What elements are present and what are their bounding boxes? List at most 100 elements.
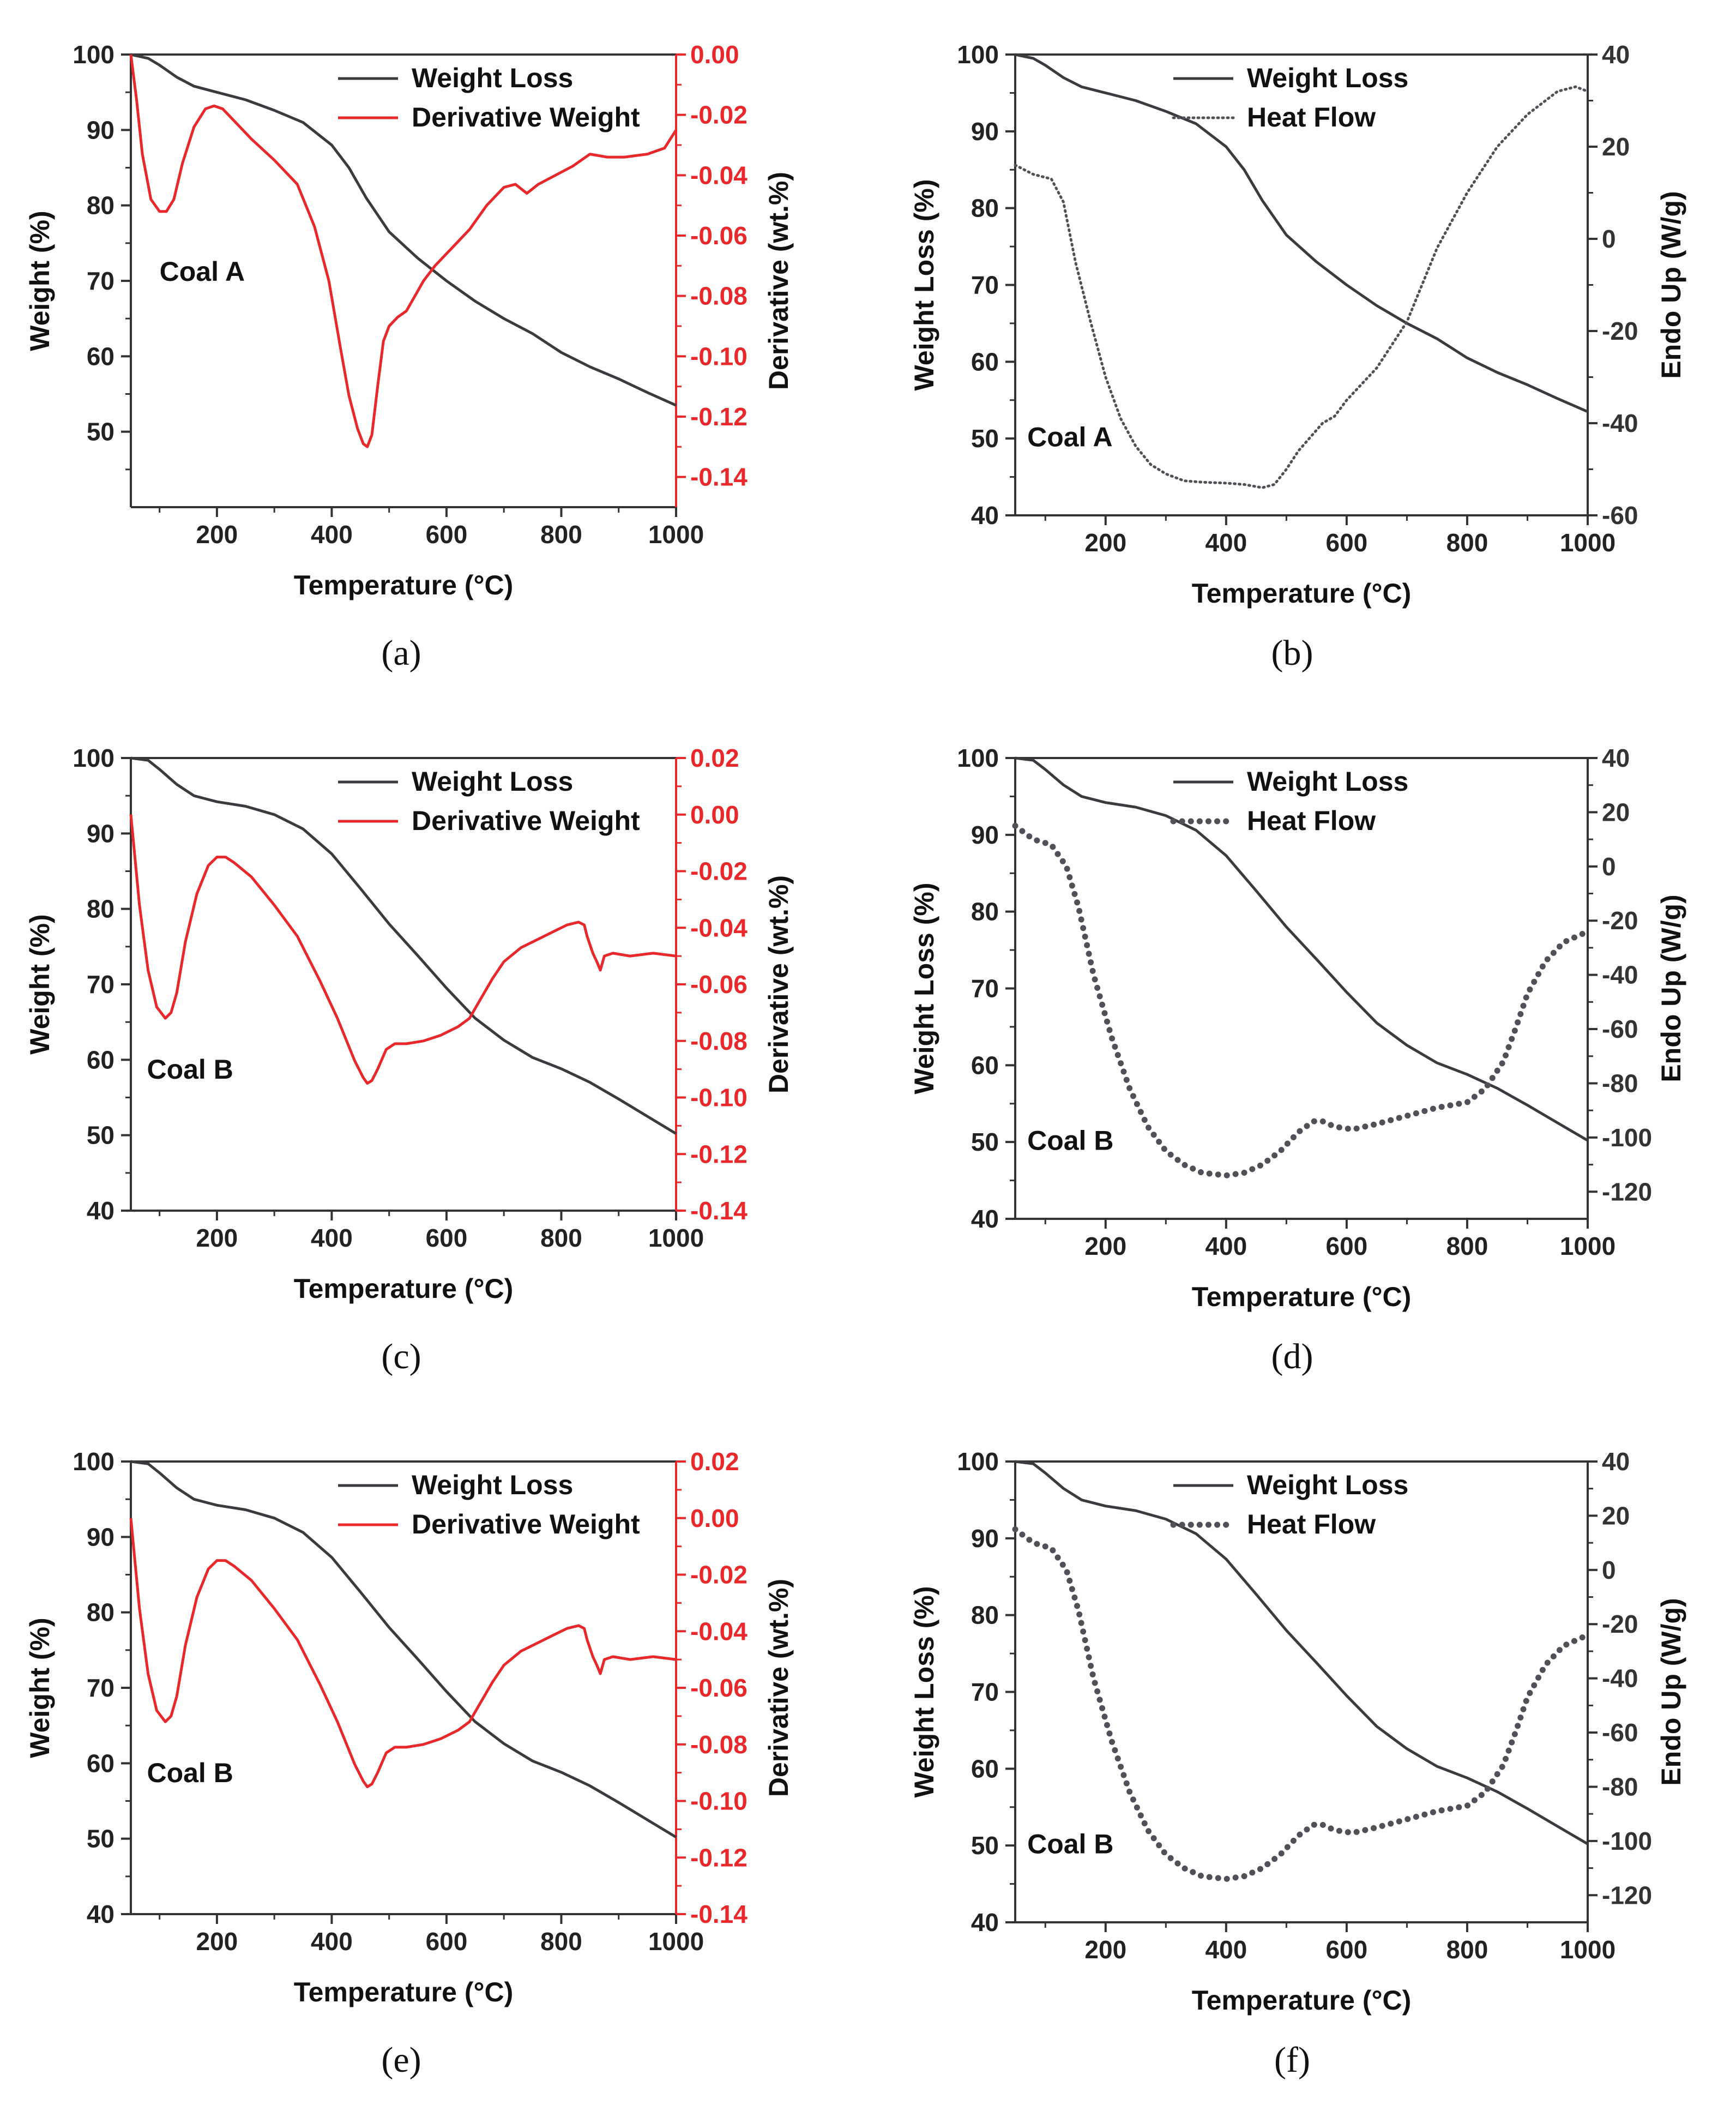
y-tick-label: 60 (87, 1045, 114, 1074)
legend-label: Heat Flow (1247, 805, 1376, 836)
x-axis-title: Temperature (°C) (294, 1977, 513, 2007)
y2-tick-label: 20 (1602, 798, 1630, 826)
y2-axis-title: Derivative (wt.%) (763, 875, 794, 1093)
x-tick-label: 1000 (1560, 1232, 1616, 1260)
y-tick-label: 80 (971, 194, 999, 222)
y2-tick-label: -120 (1602, 1177, 1652, 1206)
panel-e: 200 400 600 800 1000 40 50 60 70 80 90 100 -0.14 -0.1… (0, 1407, 868, 2105)
y2-tick-label: -0.12 (690, 1140, 748, 1168)
y-tick-label: 50 (971, 424, 999, 453)
x-tick-label: 800 (1446, 1232, 1488, 1260)
y-tick-label: 50 (971, 1128, 999, 1156)
y-tick-label: 90 (971, 117, 999, 146)
y2-tick-label: -0.12 (690, 402, 748, 431)
x-axis-title: Temperature (°C) (294, 1273, 513, 1304)
y2-tick-label: -80 (1602, 1069, 1638, 1097)
y-tick-label: 60 (87, 342, 114, 370)
caption-e: (e) (381, 2040, 421, 2080)
y-tick-label: 70 (87, 970, 114, 999)
y2-tick-label: 0.02 (690, 1447, 739, 1476)
coal-annotation: Coal B (147, 1054, 233, 1085)
y2-tick-label: -0.12 (690, 1843, 748, 1872)
y2-tick-label: -100 (1602, 1123, 1652, 1152)
legend-label: Heat Flow (1247, 1509, 1376, 1539)
y2-tick-label: -0.10 (690, 1787, 748, 1815)
x-tick-label: 800 (540, 520, 582, 549)
x-tick-label: 400 (1205, 1232, 1247, 1260)
y2-tick-label: -0.06 (690, 970, 748, 999)
x-tick-label: 1000 (648, 1927, 704, 1956)
legend-label: Derivative Weight (412, 1509, 640, 1539)
legend-label: Weight Loss (1247, 766, 1408, 797)
y-tick-label: 80 (971, 898, 999, 926)
y2-tick-label: -0.08 (690, 1027, 748, 1055)
y-tick-label: 100 (957, 40, 999, 69)
y2-tick-label: -80 (1602, 1772, 1638, 1801)
y-axis-title: Weight (%) (25, 1617, 55, 1758)
y2-tick-label: -20 (1602, 1610, 1638, 1638)
y2-tick-label: -0.06 (690, 1674, 748, 1702)
y2-tick-label: -20 (1602, 317, 1638, 345)
chart-b-svg: 200 400 600 800 1000405060708090100-60-40-20… (909, 40, 1686, 609)
y2-tick-label: 40 (1602, 40, 1630, 69)
y2-tick-label: 0 (1602, 1556, 1616, 1584)
y-tick-label: 90 (87, 116, 114, 144)
y2-tick-label: -0.02 (690, 101, 748, 129)
x-tick-label: 600 (1326, 1935, 1368, 1964)
y-tick-label: 40 (87, 1900, 114, 1928)
y2-tick-label: -40 (1602, 409, 1638, 437)
y2-tick-label: -0.14 (690, 1196, 748, 1225)
x-tick-label: 1000 (648, 1224, 704, 1252)
y-tick-label: 70 (87, 267, 114, 295)
y2-tick-label: 0.00 (690, 40, 739, 69)
y2-tick-label: -0.14 (690, 463, 748, 491)
y-tick-label: 50 (87, 1121, 114, 1150)
y-tick-label: 90 (971, 1524, 999, 1553)
y-tick-label: 80 (87, 1598, 114, 1627)
chart-a-svg: 200 400 600 800 1000 50 60 70 80 90 100 -0.14 -0.12 -… (25, 40, 794, 600)
series-derivative-weight (129, 54, 678, 448)
y-tick-label: 50 (87, 418, 114, 446)
y2-tick-label: -120 (1602, 1881, 1652, 1909)
series-heat-flow (1012, 1526, 1591, 1883)
x-axis-title: Temperature (°C) (294, 570, 513, 600)
x-axis-title: Temperature (°C) (1192, 1282, 1411, 1312)
y2-tick-label: -0.10 (690, 342, 748, 370)
series-weight-loss (130, 1460, 677, 1839)
y-tick-label: 60 (87, 1749, 114, 1777)
y-tick-label: 70 (971, 975, 999, 1003)
chart-c-svg: 200 400 600 800 1000 40 50 60 70 80 90 100 -0.14 -0.1… (25, 744, 794, 1304)
y2-tick-label: 20 (1602, 133, 1630, 161)
y2-tick-label: -60 (1602, 501, 1638, 530)
panel-f: 200 400 600 800 1000 40 50 60 70 80 90 100 -120 -100-… (868, 1407, 1736, 2105)
x-tick-label: 600 (1326, 528, 1368, 557)
y-tick-label: 50 (971, 1831, 999, 1860)
x-tick-label: 200 (1084, 528, 1126, 557)
y2-tick-label: 40 (1602, 744, 1630, 772)
x-tick-label: 200 (1084, 1935, 1126, 1964)
y-tick-label: 70 (971, 271, 999, 299)
y-tick-label: 100 (73, 40, 114, 69)
x-tick-label: 600 (1326, 1232, 1368, 1260)
y2-tick-label: -0.10 (690, 1084, 748, 1112)
caption-b: (b) (1271, 633, 1313, 673)
y-axis-title: Weight Loss (%) (909, 883, 939, 1094)
y2-tick-label: 0.00 (690, 801, 739, 829)
series-derivative-weight (129, 814, 677, 1085)
x-tick-label: 200 (196, 520, 238, 549)
y2-axis-title: Endo Up (W/g) (1656, 191, 1686, 378)
x-tick-label: 800 (540, 1927, 582, 1956)
y2-tick-label: -0.04 (690, 161, 748, 189)
y-tick-label: 50 (87, 1825, 114, 1853)
y-tick-label: 40 (87, 1196, 114, 1225)
y-tick-label: 60 (971, 347, 999, 376)
coal-annotation: Coal A (1027, 422, 1113, 452)
caption-c: (c) (381, 1337, 421, 1376)
y2-tick-label: -40 (1602, 1664, 1638, 1693)
x-axis-title: Temperature (°C) (1192, 1985, 1411, 2016)
legend-label: Weight Loss (1247, 63, 1408, 93)
y2-tick-label: 20 (1602, 1501, 1630, 1530)
series-weight-loss (1015, 756, 1589, 1142)
x-axis-title: Temperature (°C) (1192, 578, 1411, 609)
legend-label: Weight Loss (412, 63, 573, 93)
